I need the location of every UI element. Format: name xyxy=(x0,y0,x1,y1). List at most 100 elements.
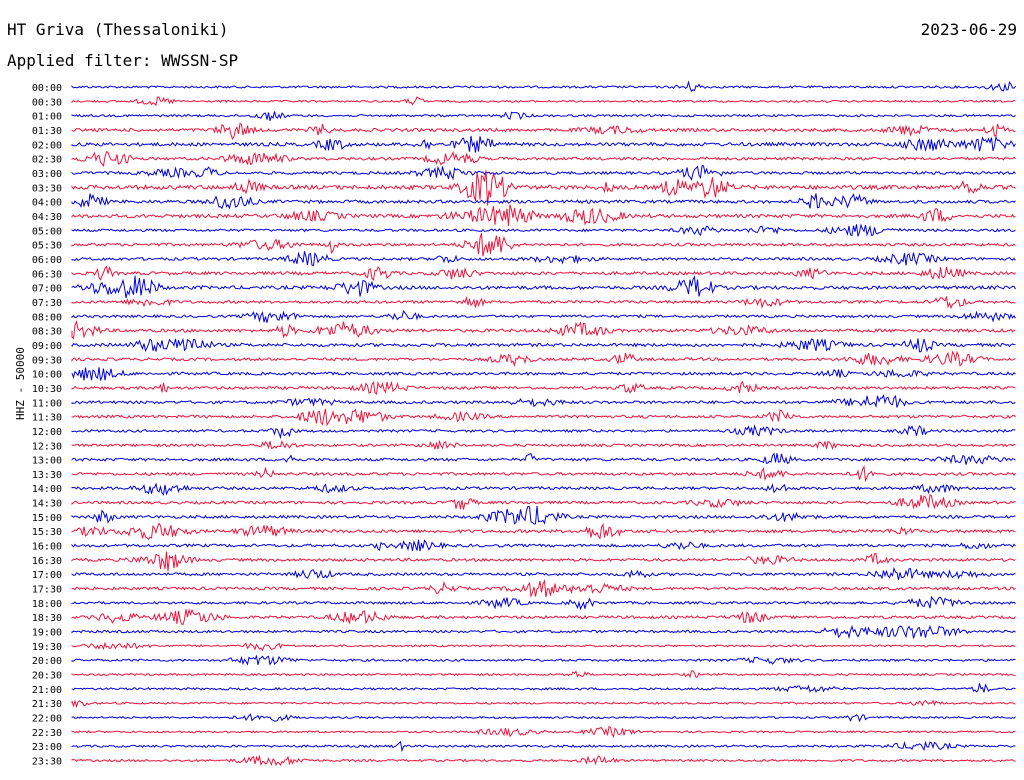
row-time-label: 19:00 xyxy=(32,628,62,639)
row-time-label: 22:00 xyxy=(32,714,62,725)
trace-row-0600 xyxy=(71,251,1016,267)
row-time-label: 03:30 xyxy=(32,183,62,194)
trace-row-0030 xyxy=(71,96,1016,106)
trace-row-1230 xyxy=(71,439,1016,451)
trace-row-1530 xyxy=(71,522,1016,541)
trace-row-2000 xyxy=(71,654,1016,666)
row-time-label: 12:00 xyxy=(32,427,62,438)
trace-row-1700 xyxy=(71,566,1016,580)
trace-row-1000 xyxy=(71,367,1016,381)
date-label: 2023-06-29 xyxy=(920,20,1017,39)
row-time-label: 14:30 xyxy=(32,499,62,510)
trace-row-1630 xyxy=(71,551,1016,572)
station-title: HT Griva (Thessaloniki) xyxy=(7,20,229,39)
row-time-label: 06:00 xyxy=(32,255,62,266)
row-time-label: 10:00 xyxy=(32,370,62,381)
trace-row-1130 xyxy=(71,408,1016,427)
row-time-label: 04:00 xyxy=(32,198,62,209)
row-time-label: 02:30 xyxy=(32,155,62,166)
trace-row-1400 xyxy=(71,482,1016,496)
row-time-label: 01:30 xyxy=(32,126,62,137)
row-time-label: 06:30 xyxy=(32,269,62,280)
trace-row-0100 xyxy=(71,111,1016,121)
trace-row-1600 xyxy=(71,539,1016,552)
row-time-label: 00:30 xyxy=(32,97,62,108)
row-time-label: 20:00 xyxy=(32,656,62,667)
trace-row-1100 xyxy=(71,394,1016,408)
row-time-label: 17:30 xyxy=(32,585,62,596)
row-time-label: 05:30 xyxy=(32,241,62,252)
trace-row-0800 xyxy=(71,310,1016,323)
row-time-label: 23:30 xyxy=(32,757,62,768)
trace-row-0400 xyxy=(71,193,1016,210)
trace-row-0900 xyxy=(71,337,1016,353)
trace-row-1200 xyxy=(71,424,1016,440)
row-time-label: 13:30 xyxy=(32,470,62,481)
trace-row-2100 xyxy=(71,683,1016,693)
trace-row-0930 xyxy=(71,350,1016,368)
trace-row-1800 xyxy=(71,595,1016,611)
row-time-label: 23:00 xyxy=(32,742,62,753)
row-time-label: 16:30 xyxy=(32,556,62,567)
row-time-label: 05:00 xyxy=(32,226,62,237)
row-time-label: 21:00 xyxy=(32,685,62,696)
row-time-label: 11:30 xyxy=(32,413,62,424)
row-time-label: 13:00 xyxy=(32,456,62,467)
row-time-label: 10:30 xyxy=(32,384,62,395)
trace-row-0230 xyxy=(71,151,1016,168)
row-time-label: 08:30 xyxy=(32,327,62,338)
row-time-label: 14:00 xyxy=(32,484,62,495)
trace-row-1030 xyxy=(71,380,1016,395)
trace-row-0500 xyxy=(71,223,1016,237)
row-time-label: 20:30 xyxy=(32,671,62,682)
filter-label: Applied filter: WWSSN-SP xyxy=(7,51,239,70)
row-time-label: 01:00 xyxy=(32,112,62,123)
trace-row-1430 xyxy=(71,494,1016,510)
row-time-label: 09:30 xyxy=(32,355,62,366)
row-time-label: 15:00 xyxy=(32,513,62,524)
trace-row-2230 xyxy=(71,725,1016,739)
row-time-label: 07:30 xyxy=(32,298,62,309)
trace-row-2300 xyxy=(71,740,1016,753)
trace-row-0300 xyxy=(71,165,1016,181)
row-time-label: 04:30 xyxy=(32,212,62,223)
trace-row-0730 xyxy=(71,295,1016,310)
row-time-label: 00:00 xyxy=(32,83,62,94)
trace-row-1900 xyxy=(71,624,1016,640)
row-time-label: 07:00 xyxy=(32,284,62,295)
row-time-label: 19:30 xyxy=(32,642,62,653)
row-time-label: 17:00 xyxy=(32,570,62,581)
trace-row-0000 xyxy=(71,80,1016,93)
trace-row-1330 xyxy=(71,464,1016,483)
trace-row-2200 xyxy=(71,713,1016,723)
trace-row-0130 xyxy=(71,122,1016,141)
trace-row-0530 xyxy=(71,233,1016,257)
row-time-label: 18:00 xyxy=(32,599,62,610)
row-time-label: 08:00 xyxy=(32,312,62,323)
trace-row-2030 xyxy=(71,670,1016,679)
trace-row-0630 xyxy=(71,265,1016,281)
row-time-label: 02:00 xyxy=(32,140,62,151)
trace-row-0430 xyxy=(71,204,1016,226)
row-time-label: 18:30 xyxy=(32,613,62,624)
trace-row-0700 xyxy=(71,275,1016,299)
row-time-label: 12:30 xyxy=(32,441,62,452)
trace-row-1830 xyxy=(71,608,1016,626)
trace-row-1300 xyxy=(71,452,1016,465)
row-time-label: 09:00 xyxy=(32,341,62,352)
row-time-label: 15:30 xyxy=(32,527,62,538)
trace-row-2130 xyxy=(71,699,1016,709)
row-time-label: 22:30 xyxy=(32,728,62,739)
trace-row-0200 xyxy=(71,135,1016,153)
row-time-label: 11:00 xyxy=(32,398,62,409)
row-time-label: 03:00 xyxy=(32,169,62,180)
row-time-label: 16:00 xyxy=(32,542,62,553)
trace-row-1730 xyxy=(71,579,1016,599)
trace-row-1930 xyxy=(71,641,1016,652)
trace-row-2330 xyxy=(71,754,1016,767)
trace-row-1500 xyxy=(71,505,1016,525)
row-time-label: 21:30 xyxy=(32,699,62,710)
trace-row-0830 xyxy=(71,319,1016,340)
trace-row-0330 xyxy=(71,170,1016,206)
